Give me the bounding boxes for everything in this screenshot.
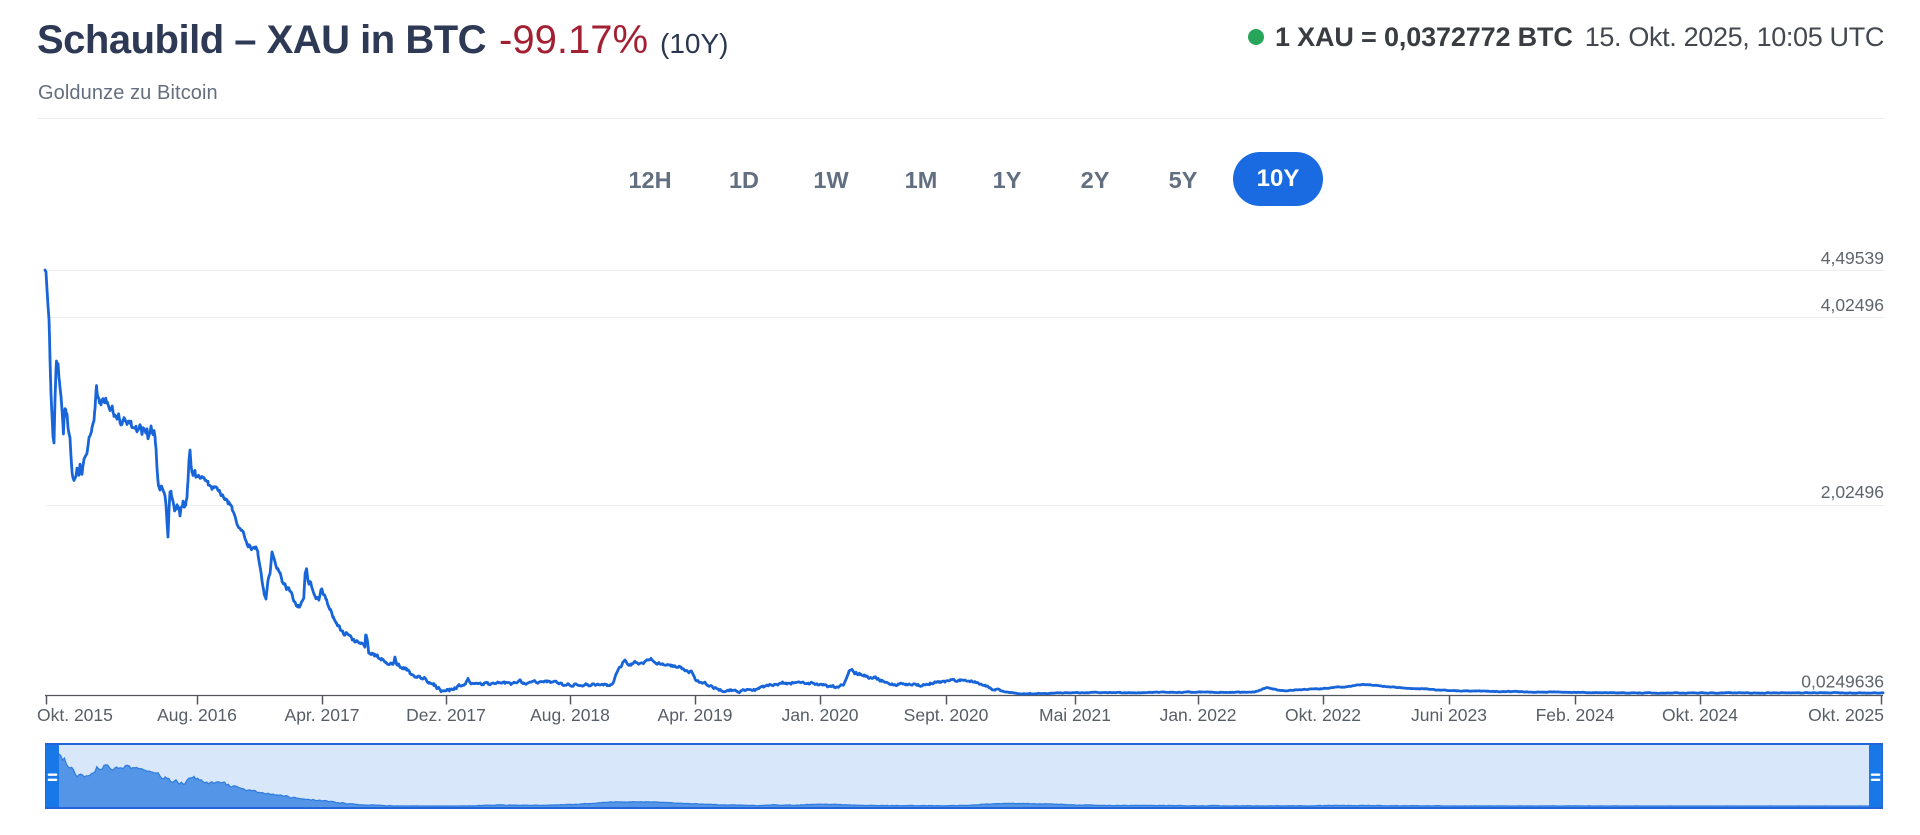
svg-text:Aug. 2016: Aug. 2016 — [157, 705, 237, 725]
svg-text:Apr. 2017: Apr. 2017 — [285, 705, 360, 725]
svg-text:0,0249636: 0,0249636 — [1801, 672, 1884, 692]
svg-text:Okt. 2022: Okt. 2022 — [1285, 705, 1361, 725]
svg-text:4,02496: 4,02496 — [1821, 295, 1884, 315]
svg-text:Okt. 2025: Okt. 2025 — [1808, 705, 1884, 725]
svg-text:4,49539: 4,49539 — [1821, 248, 1884, 268]
svg-text:Okt. 2015: Okt. 2015 — [37, 705, 113, 725]
svg-text:Juni 2023: Juni 2023 — [1411, 705, 1487, 725]
svg-text:Mai 2021: Mai 2021 — [1039, 705, 1111, 725]
svg-text:Sept. 2020: Sept. 2020 — [904, 705, 989, 725]
svg-text:Aug. 2018: Aug. 2018 — [530, 705, 610, 725]
svg-text:Jan. 2022: Jan. 2022 — [1160, 705, 1237, 725]
svg-text:Okt. 2024: Okt. 2024 — [1662, 705, 1738, 725]
svg-text:Dez. 2017: Dez. 2017 — [406, 705, 486, 725]
svg-text:Apr. 2019: Apr. 2019 — [658, 705, 733, 725]
svg-text:2,02496: 2,02496 — [1821, 482, 1884, 502]
svg-text:Jan. 2020: Jan. 2020 — [782, 705, 859, 725]
svg-text:Feb. 2024: Feb. 2024 — [1536, 705, 1615, 725]
